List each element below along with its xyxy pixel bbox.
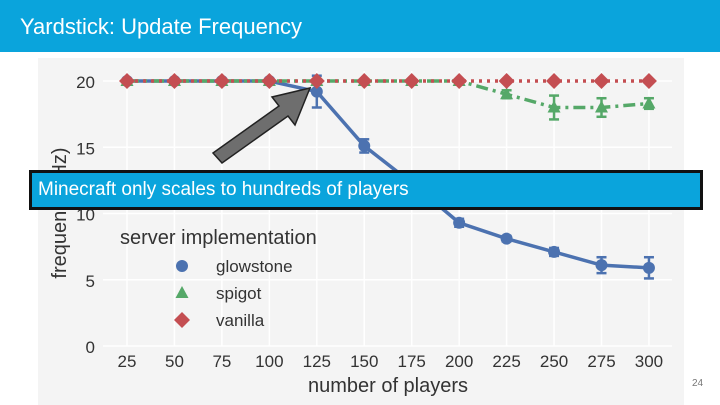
vanilla-point — [498, 73, 515, 89]
x-axis-label: number of players — [308, 375, 468, 397]
legend-label-glowstone: glowstone — [216, 257, 293, 276]
spigot-point — [595, 100, 608, 113]
vanilla-point — [593, 73, 610, 89]
x-tick-label: 100 — [255, 352, 283, 371]
y-axis-label: frequency (Hz) — [49, 147, 71, 278]
legend-label-vanilla: vanilla — [216, 311, 265, 330]
glowstone-point — [548, 245, 561, 258]
y-tick-label: 10 — [76, 206, 95, 225]
x-tick-label: 200 — [445, 352, 473, 371]
vanilla-point — [213, 73, 230, 89]
glowstone-point — [358, 139, 371, 152]
callout-banner: Minecraft only scales to hundreds of pla… — [29, 170, 703, 210]
x-tick-label: 50 — [165, 352, 184, 371]
y-tick-labels: 0 5 10 15 20 — [76, 73, 95, 357]
vanilla-point — [308, 73, 325, 89]
slide-header: Yardstick: Update Frequency — [0, 0, 720, 52]
legend-marker-spigot — [175, 286, 189, 298]
y-tick-label: 0 — [86, 338, 95, 357]
glowstone-point — [595, 259, 608, 272]
spigot-point — [547, 100, 561, 113]
y-tick-label: 20 — [76, 73, 95, 92]
vanilla-point — [166, 73, 183, 89]
vanilla-point — [451, 73, 468, 89]
x-tick-label: 300 — [635, 352, 663, 371]
y-tick-label: 5 — [86, 272, 95, 291]
page-number: 24 — [692, 378, 704, 389]
series-vanilla — [119, 73, 657, 89]
vanilla-point — [546, 73, 563, 89]
vanilla-point — [119, 73, 135, 89]
x-tick-label: 225 — [492, 352, 520, 371]
glowstone-point — [500, 232, 513, 245]
chart-frame — [38, 58, 684, 405]
x-tick-label: 250 — [540, 352, 568, 371]
x-tick-label: 125 — [303, 352, 331, 371]
glowstone-point — [642, 261, 655, 274]
x-tick-label: 150 — [350, 352, 378, 371]
spigot-point — [500, 87, 514, 100]
glowstone-point — [453, 216, 466, 229]
x-tick-label: 75 — [212, 352, 231, 371]
vanilla-point — [403, 73, 420, 89]
x-tick-label: 175 — [398, 352, 426, 371]
legend-marker-vanilla — [174, 312, 190, 328]
legend: server implementation glowstone spigot vani… — [120, 227, 317, 330]
y-tick-label: 15 — [76, 139, 95, 158]
glowstone-point — [310, 85, 323, 98]
legend-label-spigot: spigot — [216, 284, 262, 303]
vanilla-point — [261, 73, 278, 89]
x-tick-label: 275 — [587, 352, 615, 371]
arrow-shape — [211, 86, 312, 164]
annotation-arrow — [211, 86, 312, 164]
spigot-line — [127, 79, 650, 110]
series-layer — [119, 73, 657, 280]
vanilla-point — [640, 73, 657, 89]
x-tick-labels: 25 50 75 100 125 150 175 200 225 250 275 300 — [118, 352, 664, 371]
legend-marker-glowstone — [176, 260, 188, 272]
vanilla-point — [356, 73, 373, 89]
spigot-point — [642, 96, 656, 109]
slide-title: Yardstick: Update Frequency — [20, 14, 303, 39]
x-tick-label: 25 — [118, 352, 137, 371]
legend-title: server implementation — [120, 227, 317, 249]
